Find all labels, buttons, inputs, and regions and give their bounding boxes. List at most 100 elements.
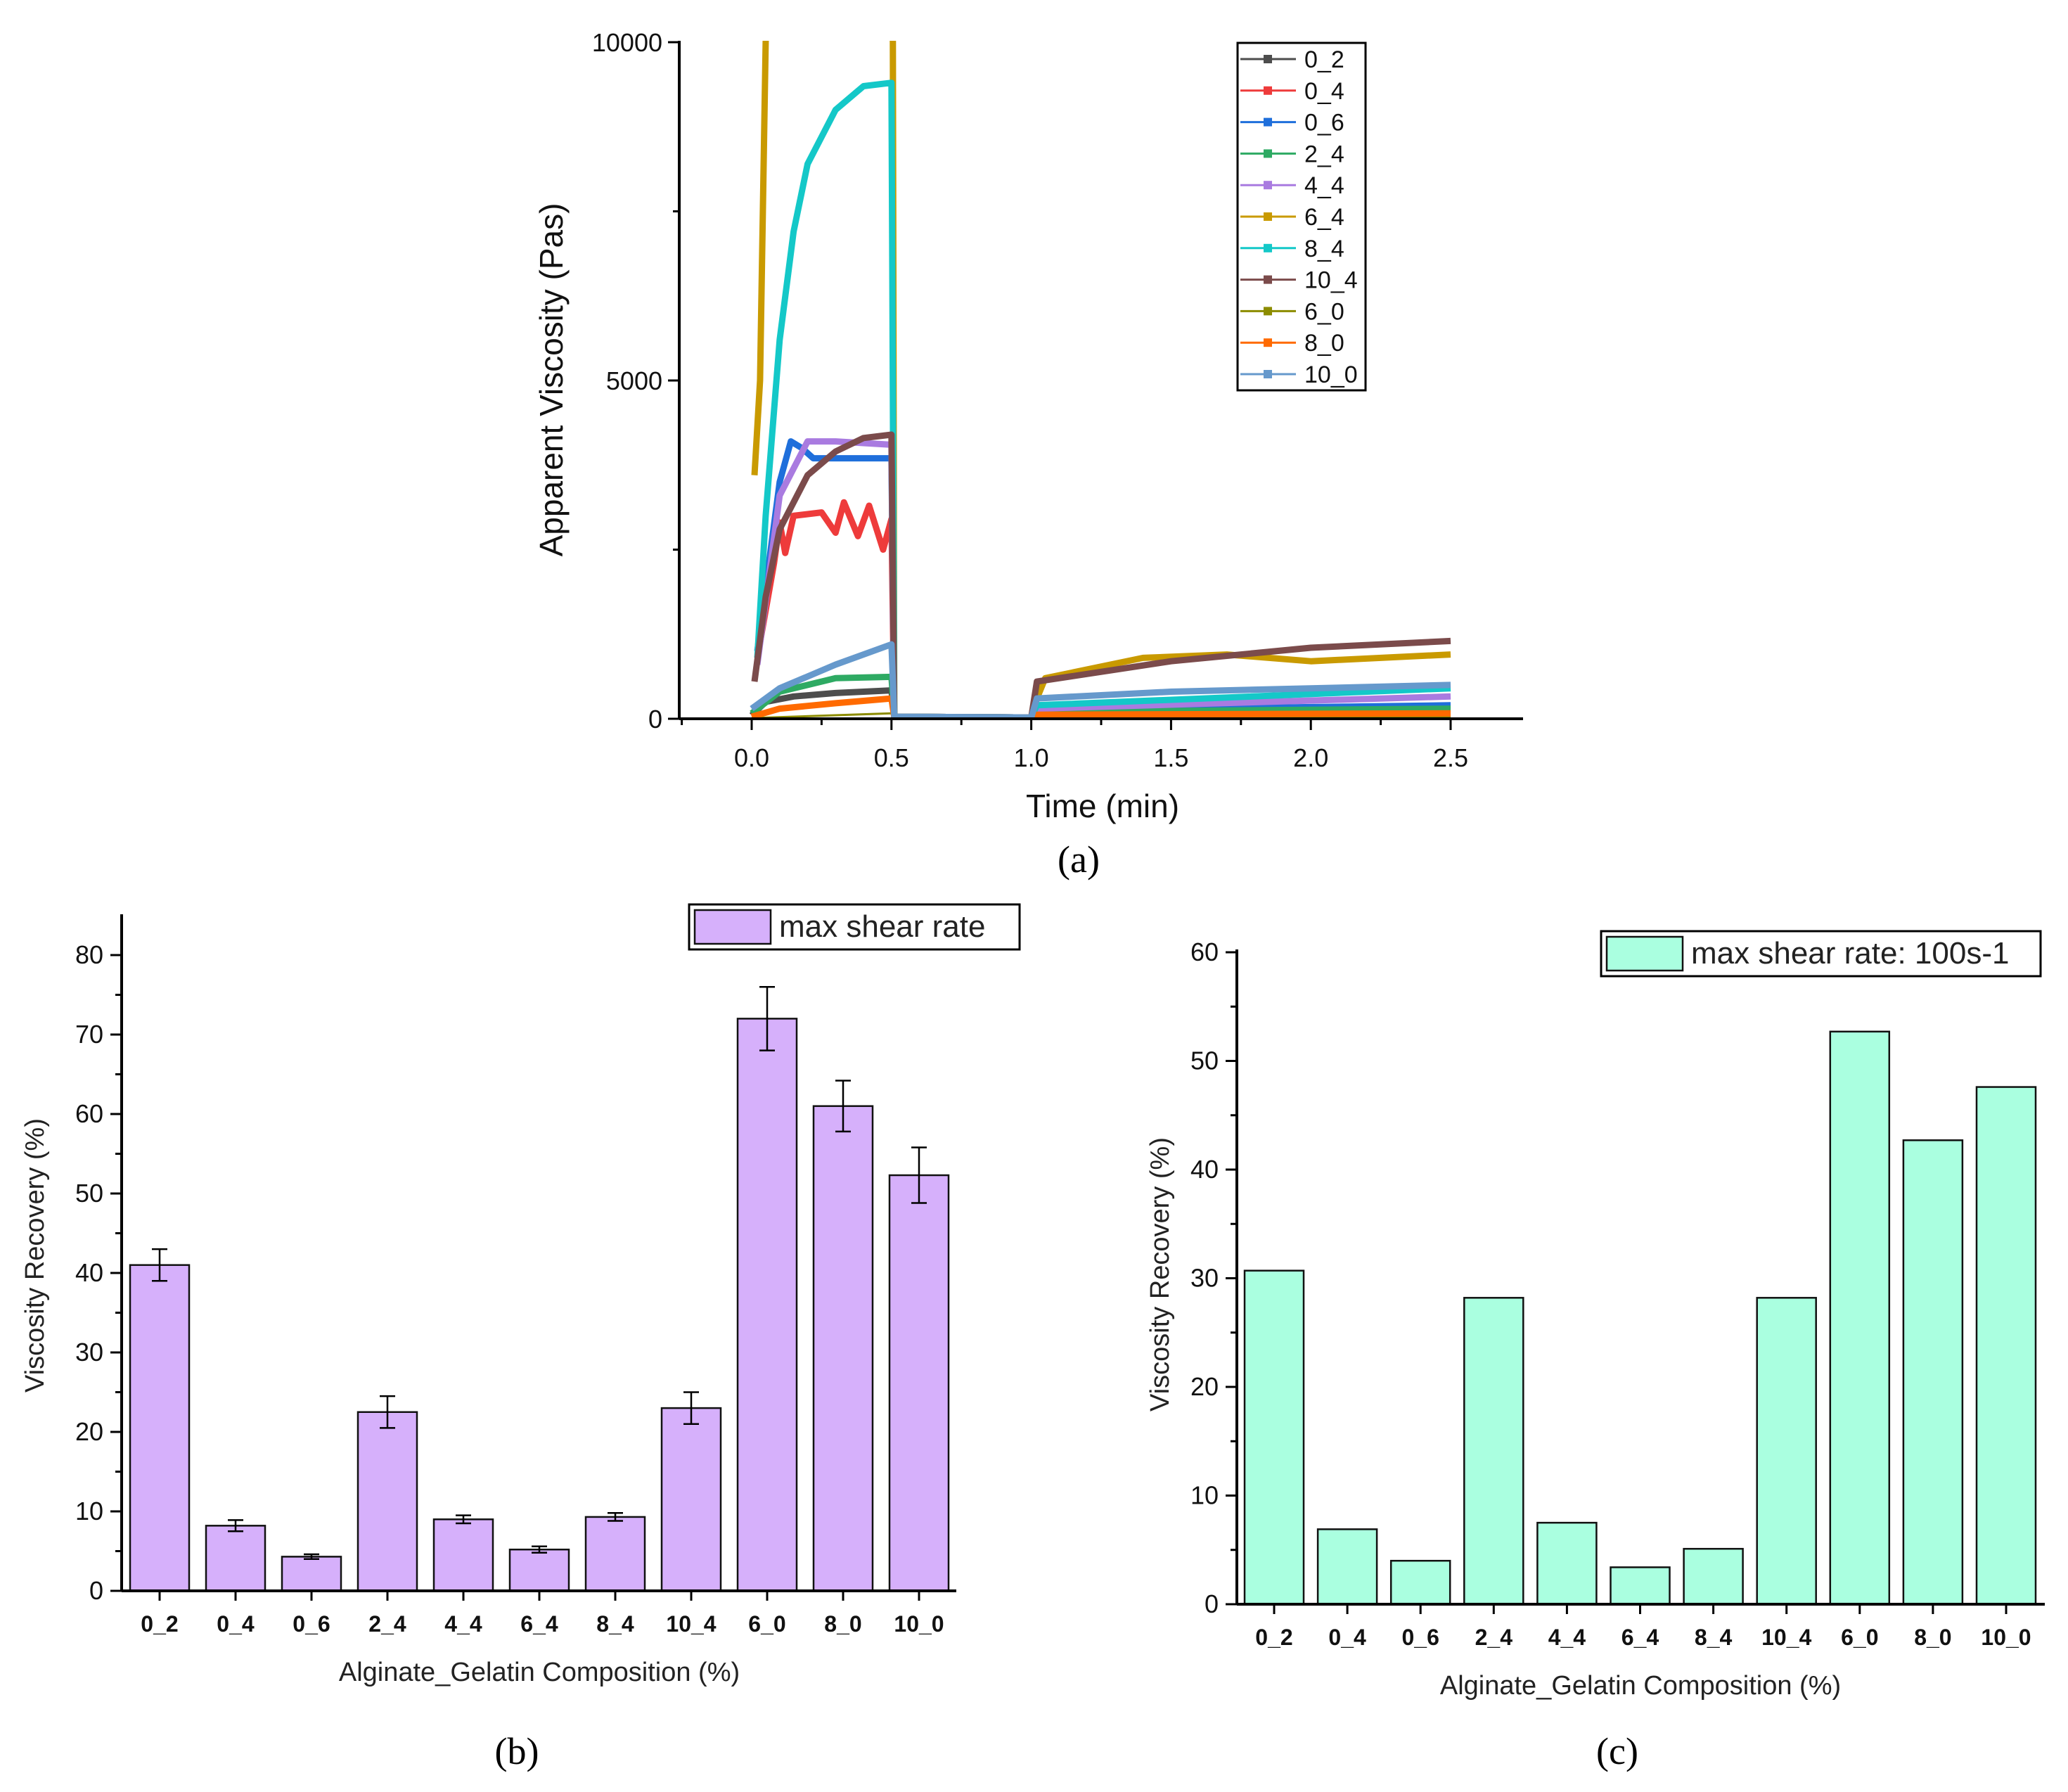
- legend-label: 0_4: [1304, 78, 1344, 105]
- bar-4_4: [432, 1518, 494, 1592]
- bar-4_4: [1536, 1521, 1598, 1606]
- bar-6_0: [1829, 1030, 1891, 1606]
- y-axis-title: Viscosity Recovery (%): [20, 1118, 50, 1393]
- legend-item-10_0: 10_0: [1240, 361, 1358, 388]
- legend-item-8_4: 8_4: [1240, 236, 1344, 262]
- error-bar: [835, 1080, 851, 1133]
- y-tick-label: 0: [1205, 1589, 1219, 1618]
- legend-item-6_0: 6_0: [1240, 298, 1344, 325]
- legend-marker-icon: [1264, 338, 1272, 347]
- x-axis-title: Alginate_Gelatin Composition (%): [339, 1658, 740, 1687]
- legend-marker-icon: [1264, 181, 1272, 190]
- bar-0_6: [281, 1556, 342, 1592]
- panel-c-bar-chart: 0_2 0_4 0_6 2_4 4_4 6_4 8_4 10_4 6_0 8_0 10_0 0 10 20…: [1145, 930, 2045, 1701]
- legend-marker-icon: [1264, 212, 1272, 221]
- x-tick-label: 0_6: [293, 1611, 330, 1637]
- x-tick-label: 8_4: [1695, 1625, 1733, 1650]
- bar-10_4: [1756, 1297, 1817, 1606]
- error-bar: [911, 1146, 927, 1204]
- legend: max shear rate: 100s-1: [1600, 930, 2042, 978]
- y-tick-label: 30: [75, 1338, 103, 1367]
- x-tick-label: 10_4: [666, 1611, 716, 1637]
- error-bar: [683, 1391, 699, 1425]
- y-axis-title: Viscosity Recovery (%): [1145, 1137, 1175, 1412]
- bar-0_2: [1243, 1269, 1305, 1606]
- y-tick-label: 10: [75, 1497, 103, 1525]
- x-tick-label: 0_4: [1328, 1625, 1366, 1650]
- legend-item-0_2: 0_2: [1240, 46, 1344, 73]
- bar-0_6: [1389, 1559, 1451, 1606]
- y-tick-label: 20: [1190, 1372, 1219, 1401]
- error-bar: [456, 1514, 471, 1525]
- legend-item-4_4: 4_4: [1240, 172, 1344, 199]
- legend-label: 8_0: [1304, 330, 1344, 357]
- legend-label: 8_4: [1304, 236, 1344, 262]
- x-tick-label: 6_4: [1621, 1625, 1659, 1650]
- x-tick-label: 2_4: [368, 1611, 406, 1637]
- legend-label: 10_0: [1304, 361, 1358, 388]
- x-tick-label: 10_0: [894, 1611, 944, 1637]
- legend-label: 0_6: [1304, 110, 1344, 136]
- panel-label-b: (b): [495, 1730, 539, 1772]
- y-tick-label: 40: [1190, 1155, 1219, 1184]
- y-axis-title: Apparent Viscosity (Pas): [533, 203, 570, 557]
- bar-6_4: [508, 1548, 570, 1592]
- y-tick-label: 10000: [592, 28, 662, 57]
- legend-label: 2_4: [1304, 141, 1344, 167]
- legend: max shear rate: [688, 903, 1021, 951]
- x-axis-title: Time (min): [1026, 788, 1179, 824]
- x-tick-label: 2.5: [1433, 743, 1468, 772]
- error-bar: [608, 1512, 623, 1522]
- bar-8_0: [812, 1105, 874, 1592]
- y-tick-label: 0: [89, 1576, 103, 1605]
- legend-item-8_0: 8_0: [1240, 330, 1344, 357]
- x-tick-label: 2_4: [1475, 1625, 1513, 1650]
- error-bar: [228, 1519, 243, 1532]
- x-tick-label: 1.0: [1014, 743, 1049, 772]
- bar-6_0: [736, 1018, 798, 1592]
- bar-10_0: [888, 1174, 950, 1592]
- bar-6_4: [1610, 1566, 1671, 1606]
- legend-label: 10_4: [1304, 267, 1358, 294]
- y-tick-label: 10: [1190, 1481, 1219, 1510]
- x-tick-label: 8_0: [824, 1611, 861, 1637]
- series-line-10_4: [751, 431, 1451, 720]
- x-tick-label: 6_0: [748, 1611, 785, 1637]
- x-tick-label: 6_0: [1841, 1625, 1878, 1650]
- y-tick-label: 0: [648, 705, 662, 734]
- y-tick-label: 50: [1190, 1047, 1219, 1075]
- series-line-10_0: [750, 641, 1451, 720]
- x-tick-label: 10_4: [1761, 1625, 1811, 1650]
- error-bar: [532, 1545, 547, 1554]
- legend-swatch: [1605, 935, 1684, 972]
- legend-label: 4_4: [1304, 172, 1344, 199]
- y-tick-label: 5000: [606, 366, 662, 395]
- bar-10_0: [1975, 1086, 2037, 1606]
- legend-marker-icon: [1264, 243, 1272, 252]
- x-tick-label: 6_4: [520, 1611, 558, 1637]
- bar-0_4: [205, 1525, 266, 1592]
- x-tick-label: 0.5: [874, 743, 909, 772]
- legend-item-2_4: 2_4: [1240, 141, 1344, 167]
- y-tick-label: 60: [1190, 937, 1219, 966]
- y-tick-label: 20: [75, 1417, 103, 1446]
- bar-10_4: [660, 1407, 722, 1592]
- x-tick-label: 2.0: [1293, 743, 1328, 772]
- legend-marker-icon: [1264, 117, 1272, 127]
- legend-item-0_4: 0_4: [1240, 78, 1344, 105]
- legend-marker-icon: [1264, 307, 1272, 316]
- legend-swatch: [693, 909, 772, 945]
- x-tick-label: 4_4: [444, 1611, 482, 1637]
- x-axis-title: Alginate_Gelatin Composition (%): [1440, 1671, 1841, 1701]
- error-bar: [759, 985, 775, 1051]
- panel-label-c: (c): [1596, 1730, 1638, 1772]
- legend-item-0_6: 0_6: [1240, 110, 1344, 136]
- error-bar: [152, 1248, 167, 1282]
- x-tick-label: 8_4: [596, 1611, 634, 1637]
- legend-label: max shear rate: [779, 909, 985, 944]
- legend-label: 6_0: [1304, 298, 1344, 325]
- x-tick-label: 0_2: [1255, 1625, 1292, 1650]
- x-tick-label: 4_4: [1548, 1625, 1586, 1650]
- bar-2_4: [1463, 1297, 1524, 1606]
- legend-label: max shear rate: 100s-1: [1691, 936, 2009, 971]
